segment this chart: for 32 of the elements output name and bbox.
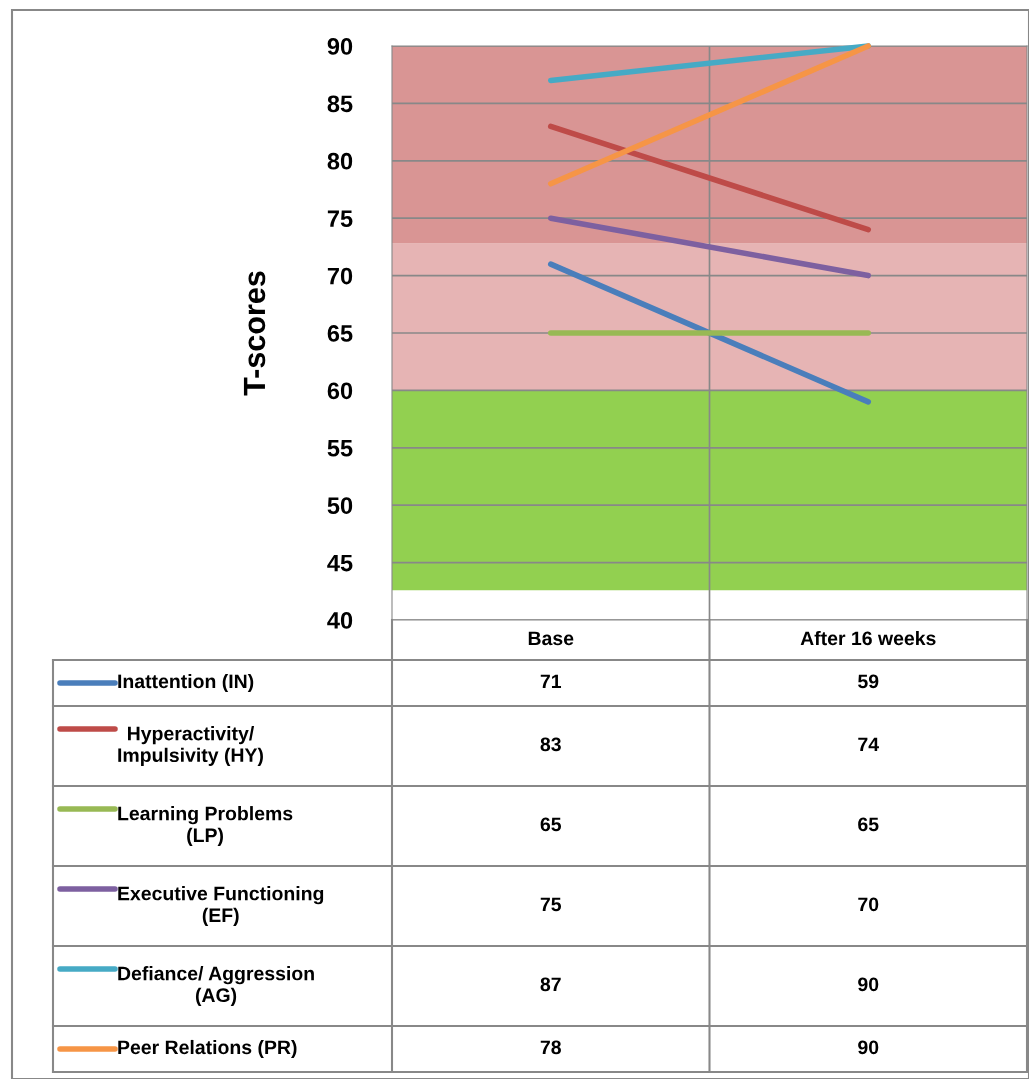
y-tick-label: 40 [327,612,353,629]
y-tick-label: 50 [327,497,353,514]
y-tick-label: 80 [327,152,353,170]
data-label: 78 [540,1040,561,1055]
legend-label: Executive Functioning (EF) [118,886,324,926]
legend-label: Learning Problems (LP) [118,806,293,846]
data-label: 87 [540,977,561,992]
y-tick-label: 90 [327,38,353,55]
data-label: 65 [540,817,562,832]
legend-label: Defiance/ Aggression (AG) [118,966,314,1006]
data-label: 75 [540,897,562,912]
y-axis-title: T-scores [243,271,266,396]
legend-label: Peer Relations (PR) [118,1039,297,1059]
legend-label: Inattention (IN) [118,673,254,693]
x-tick-label: After 16 weeks [800,630,936,646]
data-label: 90 [858,1040,879,1055]
legend-label: Hyperactivity/ Impulsivity (HY) [118,726,263,766]
data-label: 90 [858,977,879,992]
data-label: 59 [858,674,879,689]
data-label: 83 [540,737,561,752]
data-label: 71 [540,674,562,689]
y-tick-label: 60 [327,382,353,400]
data-label: 65 [858,817,879,832]
y-tick-label: 65 [327,325,353,342]
y-tick-label: 45 [327,554,353,572]
y-tick-label: 75 [327,210,353,227]
y-tick-label: 85 [327,95,353,113]
data-label: 70 [858,897,879,912]
y-tick-label: 70 [327,267,353,285]
x-tick-label: Base [528,631,574,646]
data-label: 74 [858,737,879,752]
y-tick-label: 55 [327,440,353,457]
